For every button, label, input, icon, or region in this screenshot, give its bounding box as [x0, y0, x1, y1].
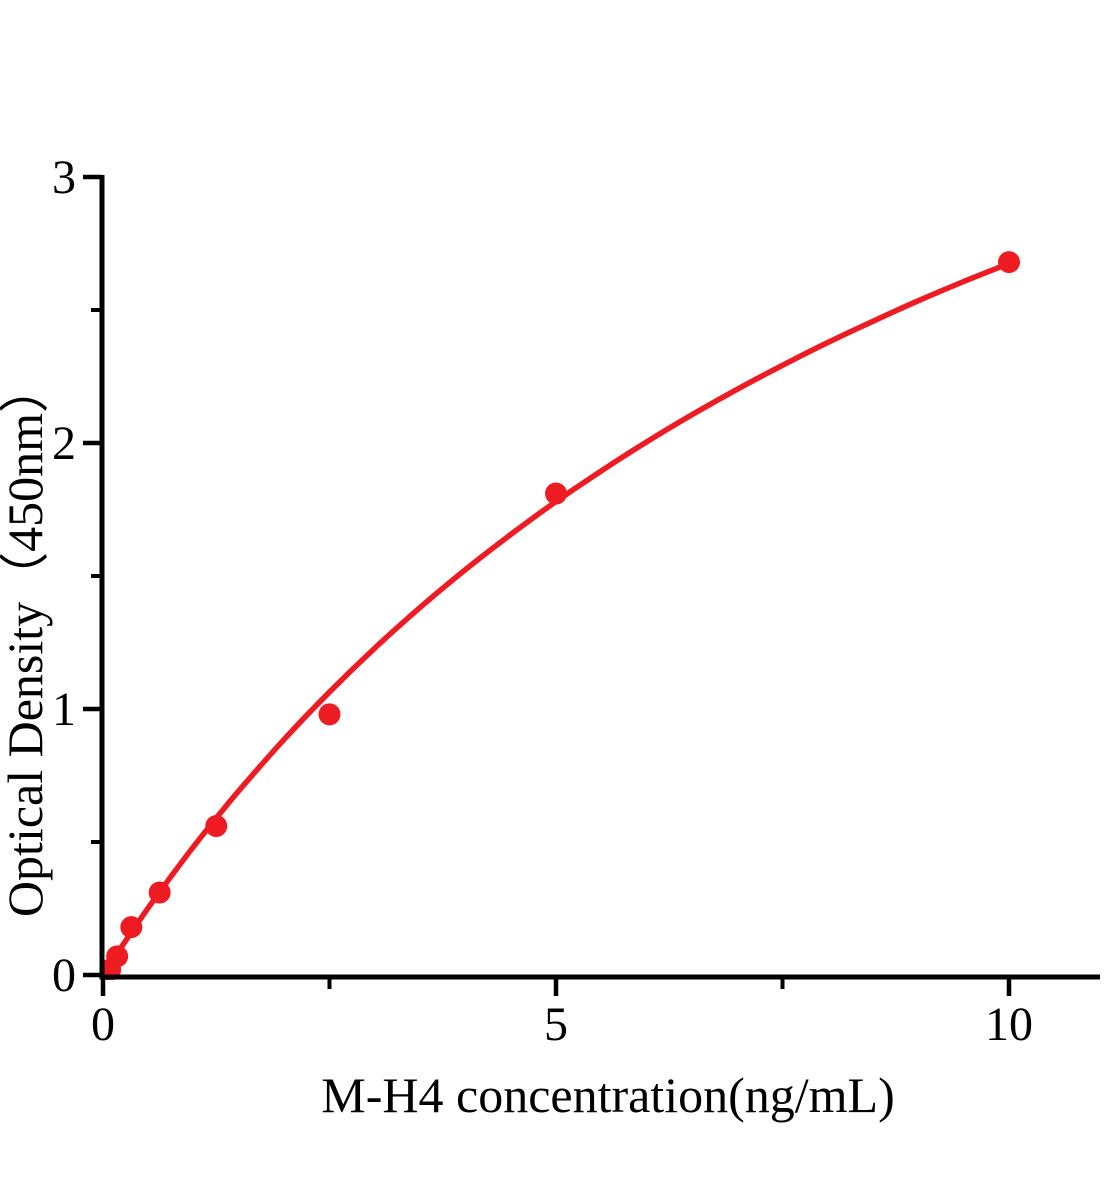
x-axis-tick-labels: 0 5 10	[91, 998, 1033, 1051]
fit-curve-line	[100, 260, 1012, 978]
data-points	[100, 251, 1020, 980]
y-tick-label: 0	[52, 949, 76, 1002]
y-axis-title: Optical Density（450nm）	[0, 363, 53, 917]
x-axis-title: M-H4 concentration(ng/mL)	[321, 1067, 894, 1123]
y-tick-label: 3	[52, 151, 76, 204]
data-point	[120, 916, 143, 939]
x-axis-ticks	[100, 977, 1012, 996]
x-tick-label: 5	[544, 998, 568, 1051]
data-point	[148, 881, 171, 904]
y-axis-tick-labels: 0 1 2 3	[52, 151, 76, 1002]
x-tick-label: 0	[91, 998, 115, 1051]
y-tick-label: 1	[52, 683, 76, 736]
x-tick-label: 10	[985, 998, 1033, 1051]
y-axis-ticks	[83, 174, 102, 978]
data-point	[545, 482, 567, 505]
axes: 0 5 10 0 1 2 3	[52, 151, 1100, 1051]
data-layer	[100, 251, 1020, 980]
data-point	[998, 251, 1020, 274]
data-point	[106, 945, 129, 968]
data-point	[205, 815, 228, 838]
data-point	[318, 703, 341, 726]
y-tick-label: 2	[52, 417, 76, 470]
